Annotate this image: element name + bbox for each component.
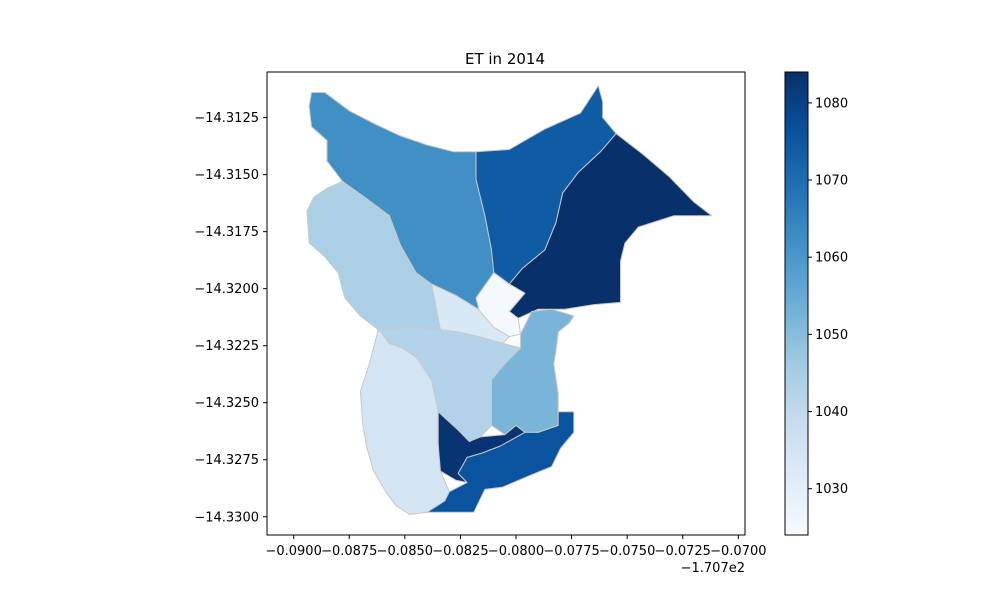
x-tick-label: −0.0725 [655,544,711,559]
colorbar-tick-label: 1040 [815,405,848,420]
colorbar [785,72,808,535]
x-tick-label: −0.0850 [377,544,433,559]
plot-frame [266,71,746,536]
y-tick-label: −14.3125 [194,111,259,126]
map-region-south [426,411,575,513]
x-tick-label: −0.0800 [488,544,544,559]
x-tick-label: −0.0775 [543,544,599,559]
colorbar-tick-label: 1080 [815,96,848,111]
colorbar-axis: 1030 1040 1050 1060 1070 1080 [808,96,848,497]
y-tick-label: −14.3300 [194,510,259,525]
y-tick-label: −14.3150 [194,168,259,183]
x-tick-label: −0.0700 [710,544,766,559]
chart-title: ET in 2014 [465,50,545,68]
x-tick-label: −0.0900 [265,544,321,559]
y-tick-label: −14.3250 [194,396,259,411]
map-regions [306,85,713,515]
x-tick-label: −0.0875 [321,544,377,559]
colorbar-frame [784,71,809,536]
y-tick-label: −14.3200 [194,282,259,297]
y-axis: −14.3125 −14.3150 −14.3175 −14.3200 −14.3225… [194,111,267,525]
colorbar-tick-label: 1030 [815,482,848,497]
colorbar-tick-label: 1070 [815,174,848,189]
x-tick-label: −0.0825 [432,544,488,559]
y-tick-label: −14.3275 [194,453,259,468]
y-tick-label: −14.3225 [194,339,259,354]
y-tick-label: −14.3175 [194,225,259,240]
x-tick-label: −0.0750 [599,544,655,559]
x-axis: −0.0900 −0.0875 −0.0850 −0.0825 −0.0800 −0.07… [265,535,767,559]
colorbar-tick-label: 1050 [815,328,848,343]
x-axis-offset-label: −1.707e2 [681,561,745,576]
colorbar-tick-label: 1060 [815,251,848,266]
